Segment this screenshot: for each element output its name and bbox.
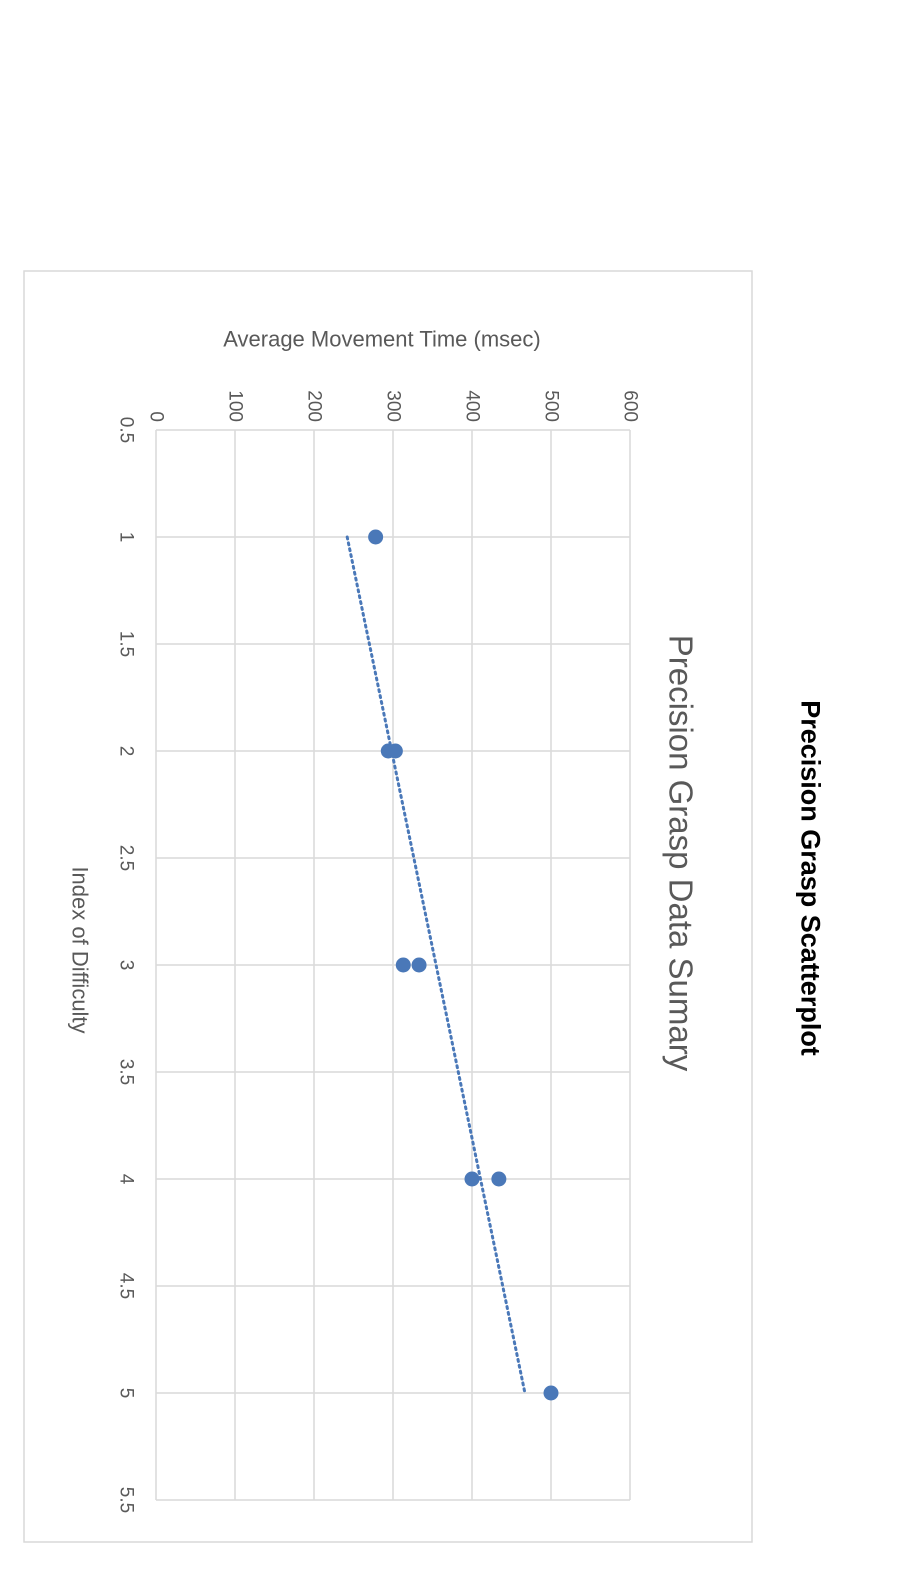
x-axis-title: Index of Difficulty bbox=[68, 866, 93, 1033]
y-tick-label: 0 bbox=[146, 411, 167, 422]
data-point bbox=[368, 529, 384, 545]
y-tick-label: 400 bbox=[462, 390, 483, 422]
y-tick-label: 500 bbox=[541, 390, 562, 422]
data-points bbox=[368, 529, 559, 1401]
data-point bbox=[395, 957, 411, 973]
y-tick-label: 600 bbox=[620, 390, 641, 422]
x-tick-label: 1 bbox=[116, 532, 137, 543]
chart-title: Precision Grasp Data Sumary bbox=[663, 635, 700, 1072]
x-tick-label: 1.5 bbox=[116, 631, 137, 657]
chart-border bbox=[23, 270, 753, 1543]
data-point bbox=[464, 1171, 480, 1187]
data-point bbox=[387, 743, 403, 759]
trendline bbox=[345, 535, 527, 1395]
y-tick-label: 200 bbox=[304, 390, 325, 422]
x-tick-label: 3.5 bbox=[116, 1059, 137, 1085]
x-tick-label: 4 bbox=[116, 1174, 137, 1185]
x-tick-label: 0.5 bbox=[116, 417, 137, 443]
gridlines bbox=[155, 429, 631, 1501]
tick-labels: 0.5 1 1.5 2 2.5 3 3.5 4 4.5 5 5.5 0 100 200 300 400 500 6… bbox=[116, 390, 641, 1513]
data-point bbox=[491, 1171, 507, 1187]
y-tick-label: 100 bbox=[225, 390, 246, 422]
y-tick-label: 300 bbox=[383, 390, 404, 422]
y-axis-title: Average Movement Time (msec) bbox=[223, 327, 540, 352]
x-tick-label: 2 bbox=[116, 746, 137, 757]
x-tick-label: 5 bbox=[116, 1388, 137, 1399]
x-tick-label: 3 bbox=[116, 960, 137, 971]
x-tick-label: 5.5 bbox=[116, 1487, 137, 1513]
trendline-group bbox=[345, 535, 527, 1395]
x-tick-label: 4.5 bbox=[116, 1273, 137, 1299]
x-tick-label: 2.5 bbox=[116, 845, 137, 871]
data-point bbox=[411, 957, 427, 973]
data-point bbox=[543, 1385, 559, 1401]
